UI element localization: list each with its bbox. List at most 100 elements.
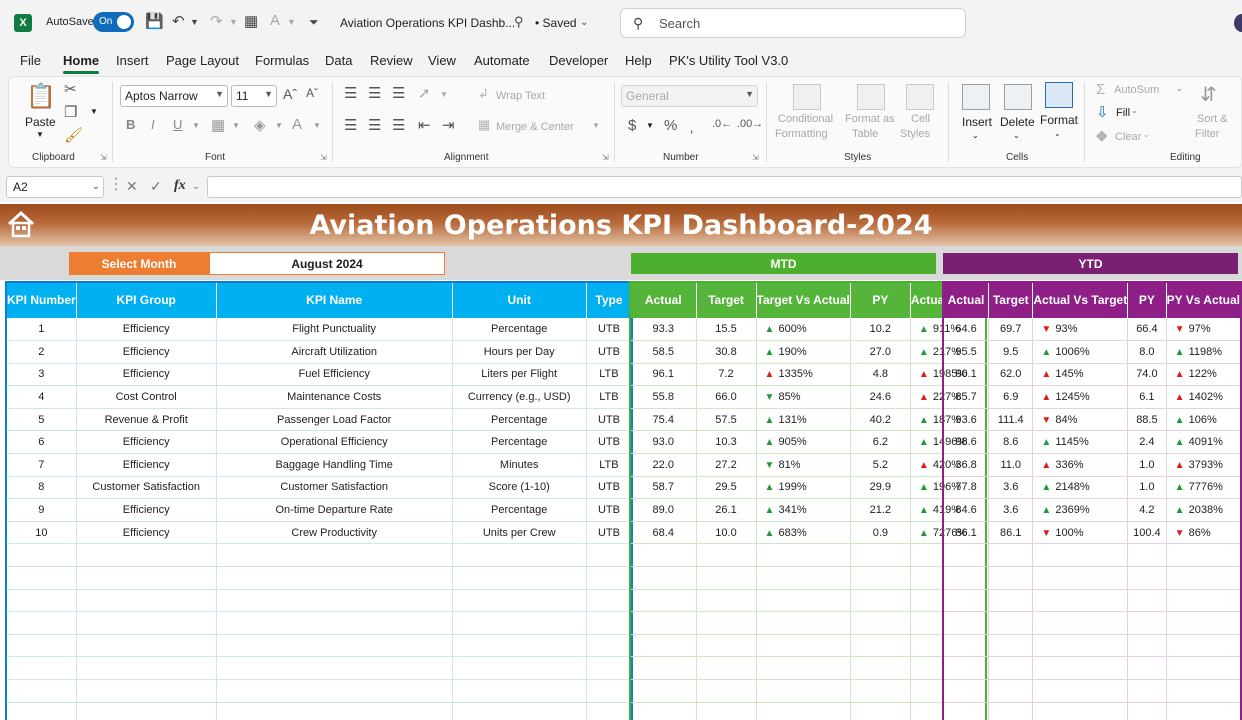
empty-cell[interactable] — [696, 634, 757, 658]
align-top-icon[interactable]: ☰ — [344, 85, 358, 102]
empty-cell[interactable] — [850, 656, 911, 680]
empty-cell[interactable] — [6, 634, 77, 658]
align-left-icon[interactable]: ☰ — [344, 117, 358, 134]
ytd-target-cell[interactable]: 3.6 — [988, 498, 1034, 522]
col-header-unit[interactable]: Unit — [452, 282, 587, 318]
empty-cell[interactable] — [1166, 679, 1242, 703]
empty-cell[interactable] — [988, 656, 1034, 680]
autosum-button[interactable]: AutoSum — [1114, 84, 1160, 96]
mtd-target-cell[interactable]: 57.5 — [696, 408, 757, 432]
empty-cell[interactable] — [696, 589, 757, 613]
kpi-group-cell[interactable]: Efficiency — [76, 340, 217, 364]
document-title[interactable]: Aviation Operations KPI Dashb... — [340, 16, 516, 30]
type-cell[interactable]: UTB — [586, 340, 633, 364]
enter-icon[interactable]: ✓ — [150, 178, 162, 194]
mtd-py-cell[interactable]: 10.2 — [850, 318, 911, 342]
menu-review[interactable]: Review — [370, 53, 413, 68]
conditional-formatting-label-1[interactable]: Conditional — [778, 113, 834, 125]
mtd-target-vs-actual-cell[interactable]: ▲ 683% — [756, 521, 851, 545]
empty-cell[interactable] — [943, 611, 990, 635]
unit-cell[interactable]: Units per Crew — [452, 521, 587, 545]
mtd-target-cell[interactable]: 27.2 — [696, 453, 757, 477]
decrease-indent-icon[interactable]: ⇤ — [418, 117, 431, 134]
type-cell[interactable]: LTB — [586, 385, 633, 409]
empty-cell[interactable] — [586, 589, 633, 613]
copy-icon[interactable]: ❐ — [64, 104, 78, 121]
currency-dropdown-icon[interactable]: ▼ — [646, 121, 654, 130]
empty-cell[interactable] — [1032, 611, 1129, 635]
ytd-target-cell[interactable]: 111.4 — [988, 408, 1034, 432]
ytd-py-cell[interactable]: 1.0 — [1127, 476, 1167, 500]
empty-cell[interactable] — [630, 634, 697, 658]
empty-cell[interactable] — [696, 611, 757, 635]
empty-cell[interactable] — [943, 566, 990, 590]
unit-cell[interactable]: Percentage — [452, 408, 587, 432]
alignment-launcher-icon[interactable]: ⇲ — [602, 153, 609, 162]
format-cells-icon[interactable] — [1045, 82, 1073, 108]
ytd-py-vs-actual-cell[interactable]: ▲ 1402% — [1166, 385, 1242, 409]
empty-cell[interactable] — [756, 589, 851, 613]
kpi-number-cell[interactable]: 4 — [6, 385, 77, 409]
empty-cell[interactable] — [696, 566, 757, 590]
empty-cell[interactable] — [216, 679, 453, 703]
empty-cell[interactable] — [630, 543, 697, 568]
kpi-number-cell[interactable]: 8 — [6, 476, 77, 500]
ytd-actual-vs-target-cell[interactable]: ▲ 2369% — [1032, 498, 1129, 522]
kpi-number-cell[interactable]: 10 — [6, 521, 77, 545]
col-header-kpi-group[interactable]: KPI Group — [76, 282, 217, 318]
insert-cells-button[interactable]: Insert — [962, 115, 993, 129]
empty-cell[interactable] — [850, 543, 911, 568]
mtd-header-py[interactable]: PY — [850, 282, 911, 318]
format-as-table-label-2[interactable]: Table — [852, 128, 879, 140]
kpi-name-cell[interactable]: On-time Departure Rate — [216, 498, 453, 522]
ytd-header-actual-vs-target[interactable]: Actual Vs Target — [1032, 282, 1129, 318]
copy-dropdown-icon[interactable]: ▼ — [90, 107, 98, 116]
empty-cell[interactable] — [756, 634, 851, 658]
mtd-target-vs-actual-cell[interactable]: ▼ 81% — [756, 453, 851, 477]
ytd-header-actual[interactable]: Actual — [943, 282, 990, 318]
number-launcher-icon[interactable]: ⇲ — [752, 153, 759, 162]
fill-button[interactable]: Fill — [1116, 107, 1131, 119]
autosum-icon[interactable]: Σ — [1096, 81, 1106, 98]
fill-dropdown-icon[interactable]: ⌄ — [1131, 106, 1138, 115]
empty-cell[interactable] — [1127, 566, 1167, 590]
ytd-py-vs-actual-cell[interactable]: ▲ 4091% — [1166, 430, 1242, 455]
mtd-target-vs-actual-cell[interactable]: ▲ 131% — [756, 408, 851, 432]
mtd-py-cell[interactable]: 40.2 — [850, 408, 911, 432]
kpi-number-cell[interactable]: 1 — [6, 318, 77, 342]
ytd-target-cell[interactable]: 69.7 — [988, 318, 1034, 342]
unit-cell[interactable]: Percentage — [452, 498, 587, 522]
unit-cell[interactable]: Percentage — [452, 430, 587, 455]
mtd-py-cell[interactable]: 0.9 — [850, 521, 911, 545]
mtd-actual-cell[interactable]: 22.0 — [630, 453, 697, 477]
menu-view[interactable]: View — [428, 53, 456, 68]
fill-icon[interactable]: ⇩ — [1096, 104, 1109, 121]
empty-cell[interactable] — [76, 611, 217, 635]
format-dropdown-icon[interactable]: ⌄ — [1054, 129, 1061, 138]
conditional-formatting-icon[interactable] — [793, 84, 821, 110]
clear-dropdown-icon[interactable]: ⌄ — [1143, 130, 1150, 139]
kpi-name-cell[interactable]: Baggage Handling Time — [216, 453, 453, 477]
ytd-py-cell[interactable]: 6.1 — [1127, 385, 1167, 409]
merge-center-icon[interactable]: ▦ — [478, 117, 491, 132]
kpi-number-cell[interactable]: 6 — [6, 430, 77, 455]
insert-dropdown-icon[interactable]: ⌄ — [972, 131, 979, 140]
ytd-py-cell[interactable]: 74.0 — [1127, 363, 1167, 387]
decrease-font-icon[interactable]: Aˇ — [306, 86, 318, 100]
number-format-select[interactable]: General ▼ — [621, 85, 758, 107]
unit-cell[interactable]: Minutes — [452, 453, 587, 477]
ytd-header-py[interactable]: PY — [1127, 282, 1167, 318]
ytd-header-target[interactable]: Target — [988, 282, 1034, 318]
mtd-target-cell[interactable]: 29.5 — [696, 476, 757, 500]
autosum-dropdown-icon[interactable]: ⌄ — [1176, 84, 1183, 93]
kpi-group-cell[interactable]: Efficiency — [76, 521, 217, 545]
empty-cell[interactable] — [452, 634, 587, 658]
col-header-type[interactable]: Type — [586, 282, 633, 318]
type-cell[interactable]: LTB — [586, 453, 633, 477]
kpi-group-cell[interactable]: Efficiency — [76, 318, 217, 342]
empty-cell[interactable] — [696, 656, 757, 680]
formula-expand-icon[interactable]: ⌄ — [192, 181, 201, 192]
menu-automate[interactable]: Automate — [474, 53, 530, 68]
empty-cell[interactable] — [988, 589, 1034, 613]
empty-cell[interactable] — [586, 656, 633, 680]
